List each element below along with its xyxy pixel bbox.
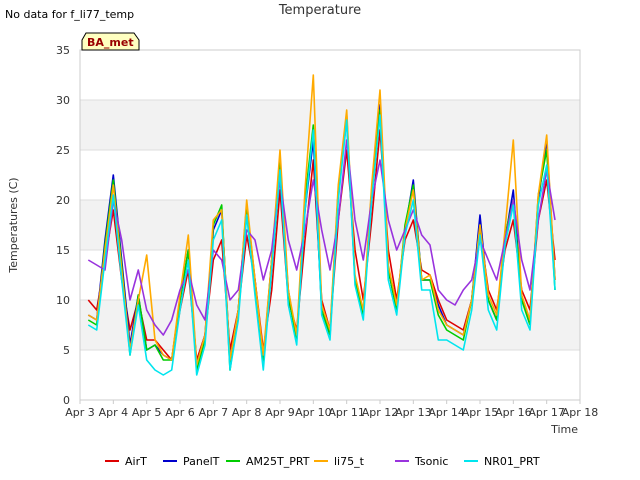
x-tick-label: Apr 16 bbox=[495, 406, 532, 419]
x-tick-label: Apr 12 bbox=[362, 406, 399, 419]
y-tick-label: 5 bbox=[63, 344, 70, 357]
plot-band bbox=[80, 100, 580, 150]
y-tick-label: 10 bbox=[56, 294, 70, 307]
x-tick-label: Apr 14 bbox=[428, 406, 465, 419]
legend-label: li75_t bbox=[334, 455, 365, 468]
no-data-note: No data for f_li77_temp bbox=[5, 8, 134, 21]
legend-label: AirT bbox=[125, 455, 147, 468]
site-badge-box bbox=[81, 32, 140, 51]
y-tick-label: 0 bbox=[63, 394, 70, 407]
x-tick-label: Apr 3 bbox=[65, 406, 95, 419]
plot-band bbox=[80, 150, 580, 200]
x-tick-label: Apr 8 bbox=[232, 406, 262, 419]
x-tick-label: Apr 17 bbox=[528, 406, 565, 419]
x-tick-label: Apr 6 bbox=[165, 406, 195, 419]
series-line-nr01-prt bbox=[87, 114, 556, 376]
site-badge: BA_met bbox=[81, 32, 140, 51]
site-badge-label: BA_met bbox=[87, 36, 134, 49]
x-axis-title: Time bbox=[550, 423, 578, 436]
plot-band bbox=[80, 250, 580, 300]
y-tick-label: 15 bbox=[56, 244, 70, 257]
x-axis-ticks: Apr 3 Apr 4 Apr 5 Apr 6 Apr 7 Apr 8 Apr 9 Apr 1… bbox=[65, 400, 598, 419]
series-lines bbox=[87, 74, 556, 376]
y-tick-label: 25 bbox=[56, 144, 70, 157]
y-tick-label: 20 bbox=[56, 194, 70, 207]
plot-band bbox=[80, 350, 580, 400]
y-tick-label: 30 bbox=[56, 94, 70, 107]
legend-label: PanelT bbox=[183, 455, 220, 468]
y-axis-ticks: 0 5 10 15 20 25 30 35 bbox=[56, 44, 70, 407]
x-tick-label: Apr 13 bbox=[395, 406, 432, 419]
plot-frame bbox=[79, 49, 581, 401]
legend: AirT PanelT AM25T_PRT li75_t Tsonic NR01_PRT bbox=[105, 455, 540, 468]
legend-label: Tsonic bbox=[414, 455, 448, 468]
plot-band bbox=[80, 50, 580, 100]
chart-title: Temperature bbox=[278, 3, 361, 18]
y-axis-title: Temperatures (C) bbox=[7, 177, 20, 273]
plot-band bbox=[80, 200, 580, 250]
x-tick-label: Apr 11 bbox=[328, 406, 365, 419]
y-tick-label: 35 bbox=[56, 44, 70, 57]
x-tick-label: Apr 9 bbox=[265, 406, 295, 419]
x-tick-label: Apr 10 bbox=[295, 406, 332, 419]
legend-label: AM25T_PRT bbox=[246, 455, 310, 468]
x-tick-label: Apr 7 bbox=[199, 406, 229, 419]
x-tick-label: Apr 5 bbox=[132, 406, 162, 419]
x-tick-label: Apr 18 bbox=[562, 406, 599, 419]
x-tick-label: Apr 4 bbox=[99, 406, 129, 419]
x-tick-label: Apr 15 bbox=[462, 406, 499, 419]
legend-label: NR01_PRT bbox=[484, 455, 540, 468]
